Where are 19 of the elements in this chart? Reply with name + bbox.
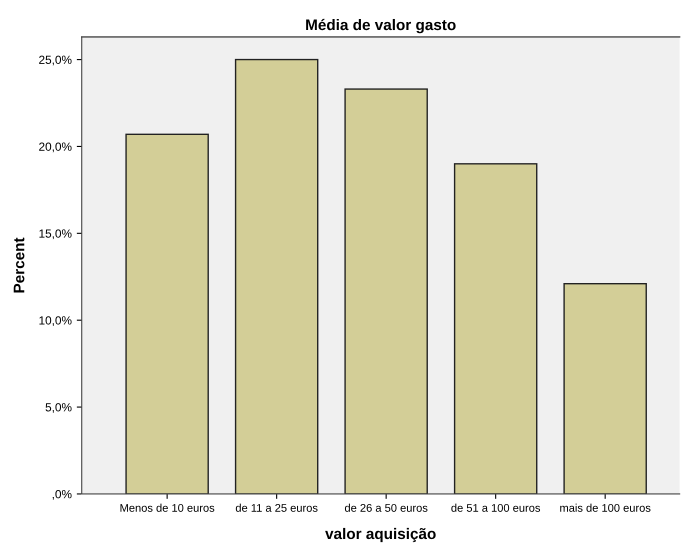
y-tick-label: 10,0% [39, 316, 72, 326]
y-axis-title: Percent [14, 238, 24, 292]
y-tick-label: 20,0% [39, 142, 72, 152]
bar [563, 283, 647, 494]
y-tick-label: ,0% [52, 490, 72, 500]
x-tick-label: Menos de 10 euros [120, 504, 214, 512]
y-tick-label: 5,0% [46, 403, 72, 413]
chart-title: Média de valor gasto [306, 18, 456, 34]
bar [344, 88, 428, 494]
x-tick-label: mais de 100 euros [560, 504, 650, 512]
y-tick-label: 15,0% [39, 229, 72, 240]
x-tick-label: de 26 a 50 euros [344, 504, 428, 512]
x-tick-label: de 11 a 25 euros [236, 504, 318, 512]
bar [234, 58, 318, 494]
x-axis-title: valor aquisição [325, 528, 436, 542]
bar [454, 163, 538, 494]
y-tick-label: 25,0% [39, 56, 72, 66]
x-tick-label: de 51 a 100 euros [451, 504, 540, 512]
bar [125, 134, 209, 494]
